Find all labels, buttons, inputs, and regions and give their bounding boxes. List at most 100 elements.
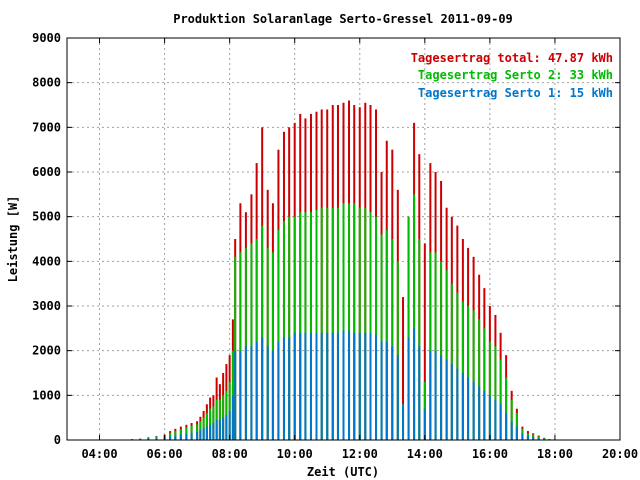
data-bar xyxy=(222,417,225,440)
data-bar xyxy=(521,433,524,440)
y-tick-label: 0 xyxy=(54,433,61,447)
data-bar xyxy=(375,216,378,440)
data-bar xyxy=(326,332,329,440)
data-bar xyxy=(348,203,351,440)
legend-entry-total: Tagesertrag total: 47.87 kWh xyxy=(411,51,613,65)
y-tick-label: 3000 xyxy=(32,299,61,313)
data-bar xyxy=(402,404,405,440)
data-bar xyxy=(266,247,269,440)
data-bar xyxy=(196,431,199,440)
data-bar xyxy=(288,337,291,440)
x-tick-label: 20:00 xyxy=(602,447,638,461)
data-bar xyxy=(391,239,394,440)
data-bar xyxy=(342,203,345,440)
data-bar xyxy=(440,355,443,440)
data-bar xyxy=(407,216,410,440)
data-bar xyxy=(239,350,242,440)
data-bar xyxy=(537,438,540,440)
data-bar xyxy=(336,207,339,440)
data-bar xyxy=(391,346,394,440)
data-bar xyxy=(244,247,247,440)
x-tick-label: 18:00 xyxy=(537,447,573,461)
data-bar xyxy=(434,350,437,440)
data-bar xyxy=(450,364,453,440)
x-tick-label: 06:00 xyxy=(147,447,183,461)
data-bar xyxy=(364,332,367,440)
data-bar xyxy=(423,408,426,440)
x-tick-label: 12:00 xyxy=(342,447,378,461)
data-bar xyxy=(396,261,399,440)
data-bar xyxy=(364,207,367,440)
axis-ticks: 0 1000 2000 3000 4000 5000 6000 7000 8000 9000 04:… xyxy=(32,31,638,461)
data-bar xyxy=(326,207,329,440)
data-bar xyxy=(331,332,334,440)
data-bar xyxy=(255,239,258,440)
data-bar xyxy=(467,306,470,440)
data-bar xyxy=(331,207,334,440)
x-tick-label: 08:00 xyxy=(212,447,248,461)
data-bar xyxy=(429,350,432,440)
data-bar xyxy=(526,435,529,440)
data-bar xyxy=(537,436,540,440)
y-tick-label: 9000 xyxy=(32,31,61,45)
data-bar xyxy=(445,270,448,440)
data-bar xyxy=(244,346,247,440)
data-bar xyxy=(271,350,274,440)
data-bar xyxy=(478,386,481,440)
data-bar xyxy=(461,301,464,440)
x-tick-label: 04:00 xyxy=(81,447,117,461)
data-bar xyxy=(179,434,182,440)
data-bar xyxy=(299,212,302,440)
data-bar xyxy=(174,435,177,440)
data-bar xyxy=(288,216,291,440)
data-bar xyxy=(309,212,312,440)
data-bar xyxy=(494,399,497,440)
data-bar xyxy=(423,243,426,440)
data-bar xyxy=(353,203,356,440)
data-bar xyxy=(385,341,388,440)
data-bar xyxy=(429,252,432,440)
data-bar xyxy=(488,395,491,440)
data-bar xyxy=(228,410,231,440)
data-bar xyxy=(277,230,280,440)
data-bar xyxy=(461,373,464,440)
data-bar xyxy=(266,346,269,440)
data-bar xyxy=(358,207,361,440)
data-bar xyxy=(418,346,421,440)
data-bar xyxy=(532,437,535,440)
data-bar xyxy=(304,332,307,440)
data-bar xyxy=(261,337,264,440)
data-bar xyxy=(342,330,345,440)
data-bar xyxy=(250,243,253,440)
data-bar xyxy=(234,256,237,440)
x-tick-label: 10:00 xyxy=(277,447,313,461)
data-bar xyxy=(293,332,296,440)
data-bar xyxy=(348,330,351,440)
plot-frame xyxy=(66,37,621,441)
data-bar xyxy=(315,332,318,440)
y-axis-label: Leistung [W] xyxy=(6,196,20,283)
data-bar xyxy=(488,341,491,440)
data-bar xyxy=(190,432,193,440)
x-tick-label: 14:00 xyxy=(407,447,443,461)
data-bar xyxy=(515,426,518,440)
y-tick-label: 7000 xyxy=(32,120,61,134)
data-bar xyxy=(293,216,296,440)
data-bar xyxy=(353,332,356,440)
x-tick-label: 16:00 xyxy=(472,447,508,461)
data-bar xyxy=(472,381,475,440)
data-bar xyxy=(155,438,158,440)
data-bar xyxy=(218,419,221,440)
data-bar xyxy=(215,419,218,440)
data-bar xyxy=(456,368,459,440)
data-bar xyxy=(467,377,470,440)
data-bar xyxy=(185,433,188,440)
data-bar xyxy=(320,332,323,440)
data-bar xyxy=(309,332,312,440)
data-bar xyxy=(369,212,372,440)
data-bar xyxy=(413,194,416,440)
data-bar xyxy=(494,346,497,440)
data-bar xyxy=(418,239,421,440)
legend-entry-serto-2: Tagesertrag Serto 2: 33 kWh xyxy=(418,68,613,82)
